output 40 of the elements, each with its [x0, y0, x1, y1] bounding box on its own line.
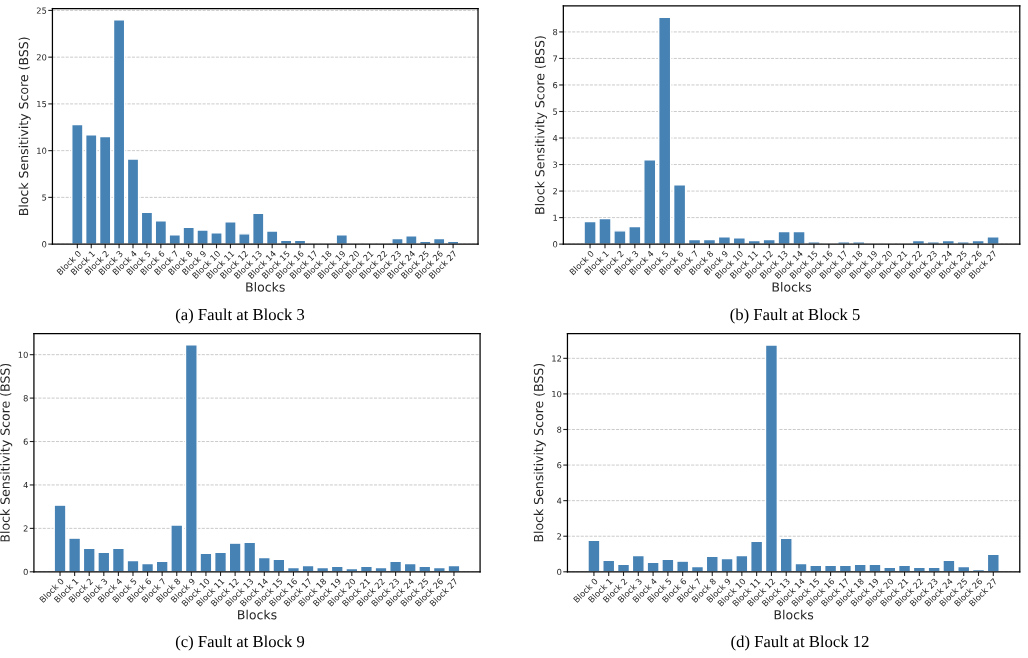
y-tick-label: 2 [553, 188, 557, 195]
y-tick-label: 2 [23, 525, 28, 532]
y-tick-label: 4 [23, 482, 28, 489]
x-axis-title: Blocks [774, 609, 814, 620]
y-tick-label: 4 [552, 135, 558, 142]
y-tick-label: 0 [23, 568, 28, 576]
y-tick-label: 6 [553, 81, 558, 89]
y-tick-label: 10 [37, 147, 47, 154]
x-axis-title: Blocks [246, 282, 285, 292]
y-tick-label: 3 [553, 161, 558, 168]
text: (a) Fault at Block 3 [175, 308, 305, 324]
y-tick-label: 7 [553, 55, 558, 62]
y-tick-label: 0 [557, 568, 562, 576]
y-tick-label: 8 [23, 395, 28, 402]
y-tick-label: 0 [553, 241, 558, 248]
y-tick-label: 12 [552, 355, 562, 362]
y-tick-label: 10 [18, 351, 28, 358]
y-tick-label: 25 [36, 7, 47, 14]
x-axis-title: Blocks [772, 282, 812, 292]
x-axis-title: Blocks [238, 609, 277, 620]
y-tick-label: 5 [553, 108, 558, 115]
y-tick-label: 2 [557, 533, 562, 540]
y-axis-title: Block Sensitivity Score (BSS) [534, 36, 547, 214]
y-tick-label: 10 [552, 390, 562, 398]
y-tick-label: 1 [553, 214, 558, 221]
y-tick-label: 15 [37, 100, 47, 108]
y-tick-label: 8 [557, 426, 562, 433]
y-tick-label: 0 [42, 241, 47, 248]
y-tick-label: 8 [553, 28, 558, 36]
text: (c) Fault at Block 9 [175, 635, 305, 651]
y-tick-label: 5 [42, 194, 47, 201]
text: (d) Fault at Block 12 [731, 635, 869, 651]
text: (b) Fault at Block 5 [730, 308, 860, 324]
y-tick-label: 4 [557, 497, 562, 504]
y-axis-title: Block Sensitivity Score (BSS) [18, 37, 31, 215]
y-tick-label: 20 [36, 54, 47, 61]
y-axis-title: Block Sensitivity Score (BSS) [533, 363, 546, 542]
y-tick-label: 6 [557, 462, 562, 469]
y-axis-title: Block Sensitivity Score (BSS) [0, 363, 13, 542]
y-tick-label: 6 [23, 438, 28, 445]
